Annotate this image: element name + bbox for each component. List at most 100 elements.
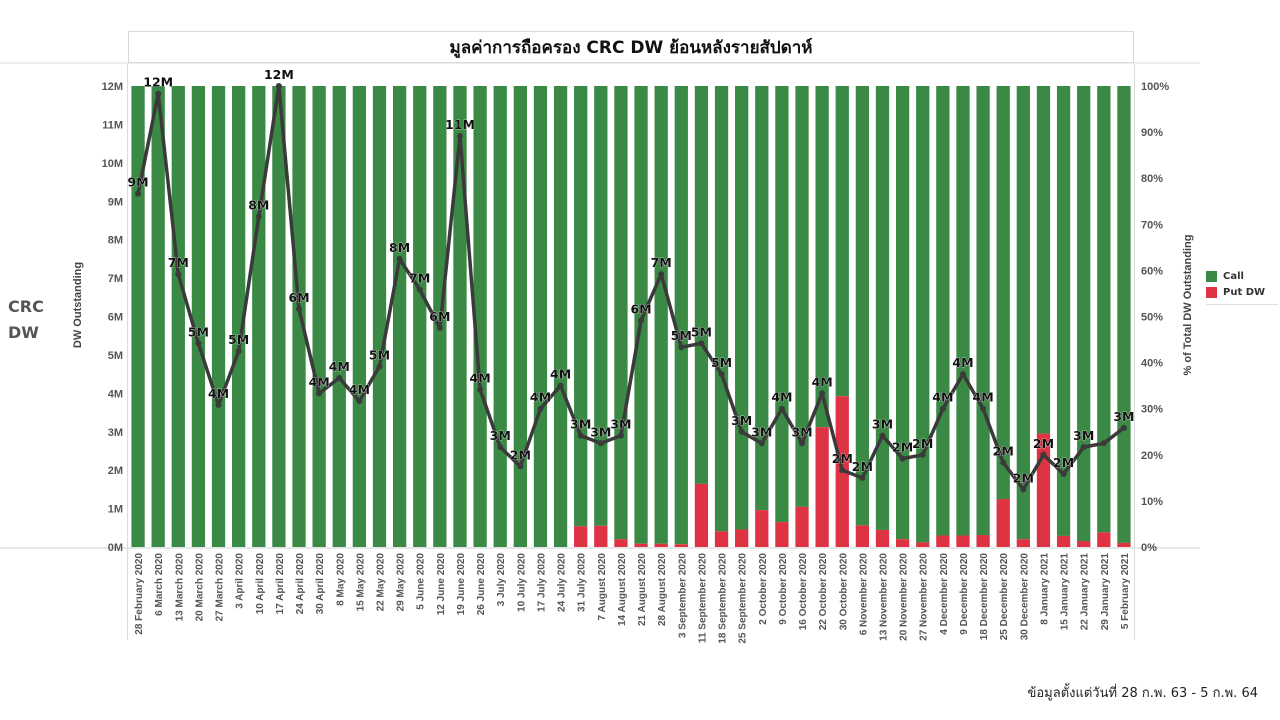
bar-call xyxy=(996,86,1010,500)
x-tick-label: 9 December 2020 xyxy=(959,553,970,635)
data-label: 3M xyxy=(751,424,772,439)
x-tick-label: 27 November 2020 xyxy=(919,553,930,641)
bar-call xyxy=(553,86,568,547)
x-tick-labels: 28 February 2020 6 March 2020 13 March 202… xyxy=(134,553,1131,644)
legend-label-call: Call xyxy=(1223,270,1244,282)
line-point xyxy=(738,428,745,435)
y2-tick-label: 30% xyxy=(1141,404,1163,416)
line-point xyxy=(537,405,544,412)
data-labels: 9M12M7M5M4M5M8M12M6M4M4M4M5M8M7M6M11M4M3… xyxy=(127,67,1135,486)
bar-put xyxy=(775,522,789,547)
line-point xyxy=(1100,440,1107,447)
data-label: 3M xyxy=(610,417,631,432)
x-tick-label: 30 April 2020 xyxy=(315,553,326,615)
y2-tick-label: 90% xyxy=(1141,127,1163,139)
bar-put xyxy=(674,544,688,547)
line-point xyxy=(1020,486,1027,493)
x-tick-label: 27 March 2020 xyxy=(215,553,226,622)
x-tick-label: 14 August 2020 xyxy=(617,553,628,626)
bar-call xyxy=(392,86,407,547)
line-point xyxy=(678,344,685,351)
bar-call xyxy=(895,86,910,540)
y2-tick-label: 0% xyxy=(1141,542,1157,554)
bar-call xyxy=(1056,86,1071,536)
line-point xyxy=(456,132,463,139)
bar-call xyxy=(533,86,548,547)
axes-group: 0M 1M 2M 3M 4M 5M 6M 7M 8M 9M 10M 11M 12M 0% 10% 20% 30%… xyxy=(0,62,1200,640)
data-label: 2M xyxy=(510,447,531,462)
y2-tick-label: 10% xyxy=(1141,496,1163,508)
line-point xyxy=(155,90,162,97)
x-tick-label: 8 May 2020 xyxy=(335,553,346,606)
y-tick-label: 3M xyxy=(108,427,123,439)
bar-call xyxy=(795,86,809,507)
line-point xyxy=(879,432,886,439)
data-label: 12M xyxy=(143,75,173,90)
line-point xyxy=(477,386,484,393)
x-tick-label: 7 August 2020 xyxy=(597,553,608,621)
data-label: 6M xyxy=(288,290,309,305)
data-label: 3M xyxy=(791,424,812,439)
data-label: 2M xyxy=(912,436,933,451)
data-label: 4M xyxy=(812,374,833,389)
x-tick-label: 21 August 2020 xyxy=(637,553,648,626)
line-point xyxy=(436,325,443,332)
x-tick-label: 30 October 2020 xyxy=(838,553,849,631)
data-label: 4M xyxy=(932,390,953,405)
data-label: 5M xyxy=(711,355,732,370)
bar-put xyxy=(755,510,769,547)
line-point xyxy=(557,382,564,389)
data-label: 4M xyxy=(309,374,330,389)
line-point xyxy=(1080,444,1087,451)
bar-put xyxy=(875,529,890,547)
bar-put xyxy=(795,506,809,547)
bar-put xyxy=(614,539,628,547)
bar-put xyxy=(1016,539,1030,547)
bar-call xyxy=(191,86,206,547)
data-label: 4M xyxy=(470,370,491,385)
data-label: 6M xyxy=(630,301,651,316)
bar-put xyxy=(735,529,749,547)
data-label: 7M xyxy=(409,271,430,286)
data-label: 3M xyxy=(1113,409,1134,424)
y-tick-label: 8M xyxy=(108,235,123,247)
y2-tick-label: 60% xyxy=(1141,265,1163,277)
data-label: 2M xyxy=(993,443,1014,458)
data-label: 4M xyxy=(952,355,973,370)
data-label: 3M xyxy=(1073,428,1094,443)
y2-tick-label: 20% xyxy=(1141,450,1163,462)
bar-call xyxy=(976,86,990,536)
y-tick-label: 4M xyxy=(108,388,123,400)
x-tick-label: 6 November 2020 xyxy=(858,553,869,636)
x-tick-label: 6 March 2020 xyxy=(154,553,165,616)
x-tick-label: 2 October 2020 xyxy=(758,553,769,625)
data-label: 4M xyxy=(208,386,229,401)
x-tick-label: 25 December 2020 xyxy=(999,553,1010,641)
bar-call xyxy=(755,86,769,511)
bar-call xyxy=(936,86,950,536)
x-tick-label: 8 January 2021 xyxy=(1039,553,1050,625)
line-point xyxy=(316,390,323,397)
bar-put xyxy=(594,525,608,547)
y-tick-label: 11M xyxy=(102,119,123,131)
legend-item-put: Put DW xyxy=(1206,284,1278,300)
x-tick-label: 24 April 2020 xyxy=(295,553,306,615)
bar-put xyxy=(895,539,910,547)
x-tick-label: 18 September 2020 xyxy=(718,553,729,644)
line-point xyxy=(1060,471,1067,478)
x-tick-label: 19 June 2020 xyxy=(456,553,467,616)
x-tick-label: 26 June 2020 xyxy=(476,553,487,616)
data-label: 6M xyxy=(429,309,450,324)
bar-call xyxy=(272,86,286,547)
data-label: 5M xyxy=(228,332,249,347)
x-tick-label: 5 February 2021 xyxy=(1120,553,1131,630)
bar-put xyxy=(1056,535,1071,547)
bar-call xyxy=(1097,86,1111,533)
bar-call xyxy=(594,86,608,526)
data-label: 4M xyxy=(349,382,370,397)
bar-group xyxy=(131,86,1131,547)
bar-call xyxy=(312,86,326,547)
data-label: 4M xyxy=(771,390,792,405)
line-point xyxy=(638,317,645,324)
bar-put xyxy=(976,535,990,547)
